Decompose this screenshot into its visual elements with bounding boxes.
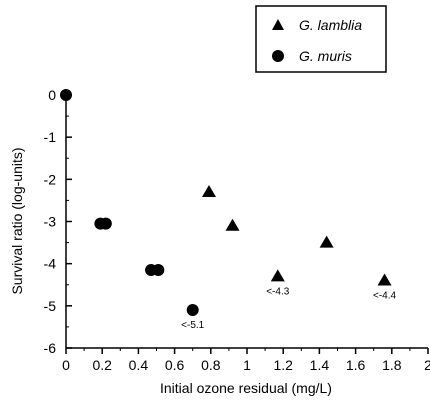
x-tick-label: 0.4: [129, 357, 149, 373]
triangle-marker: [319, 235, 334, 248]
legend-triangle-marker: [272, 19, 284, 30]
x-tick-label: 1: [243, 357, 251, 373]
circle-marker: [99, 217, 112, 230]
circle-marker: [186, 304, 199, 317]
y-tick-label: -6: [44, 340, 57, 356]
data-points: [60, 89, 392, 317]
annotations: <-4.3 <-4.4 <-5.1: [181, 286, 396, 331]
y-ticks: 0 -1 -2 -3 -4 -5 -6: [44, 87, 72, 356]
x-ticks: 0 0.2 0.4 0.6 0.8 1 1.2 1.4 1.6 1.8 2: [62, 348, 430, 373]
x-tick-label: 2: [424, 357, 430, 373]
data-annotation: <-4.4: [373, 291, 397, 302]
y-tick-label: -5: [44, 298, 57, 314]
x-tick-label: 0.6: [165, 357, 185, 373]
legend-label-series-1: G. lamblia: [299, 17, 362, 33]
x-tick-label: 0: [62, 357, 70, 373]
legend-circle-marker: [272, 50, 284, 62]
y-tick-label: -3: [44, 214, 57, 230]
x-tick-label: 0.8: [201, 357, 221, 373]
legend: G. lamblia G. muris: [255, 5, 387, 73]
x-tick-label: 1.4: [310, 357, 330, 373]
circle-marker: [152, 263, 165, 276]
triangle-marker: [377, 273, 392, 286]
x-axis-title: Initial ozone residual (mg/L): [160, 380, 332, 396]
y-tick-label: -4: [44, 256, 57, 272]
x-tick-label: 1.8: [382, 357, 402, 373]
y-tick-label: -2: [44, 171, 57, 187]
triangle-marker: [225, 218, 240, 231]
circle-marker: [60, 89, 72, 101]
data-annotation: <-5.1: [181, 320, 205, 331]
x-tick-label: 1.6: [346, 357, 366, 373]
y-tick-label: 0: [48, 87, 56, 103]
triangle-marker: [201, 184, 216, 197]
data-annotation: <-4.3: [266, 286, 290, 297]
y-tick-label: -1: [44, 129, 57, 145]
x-tick-label: 1.2: [273, 357, 293, 373]
legend-label-series-2: G. muris: [299, 48, 352, 64]
y-axis-title: Survival ratio (log-units): [9, 147, 25, 294]
triangle-marker: [270, 269, 285, 282]
x-tick-label: 0.2: [92, 357, 112, 373]
